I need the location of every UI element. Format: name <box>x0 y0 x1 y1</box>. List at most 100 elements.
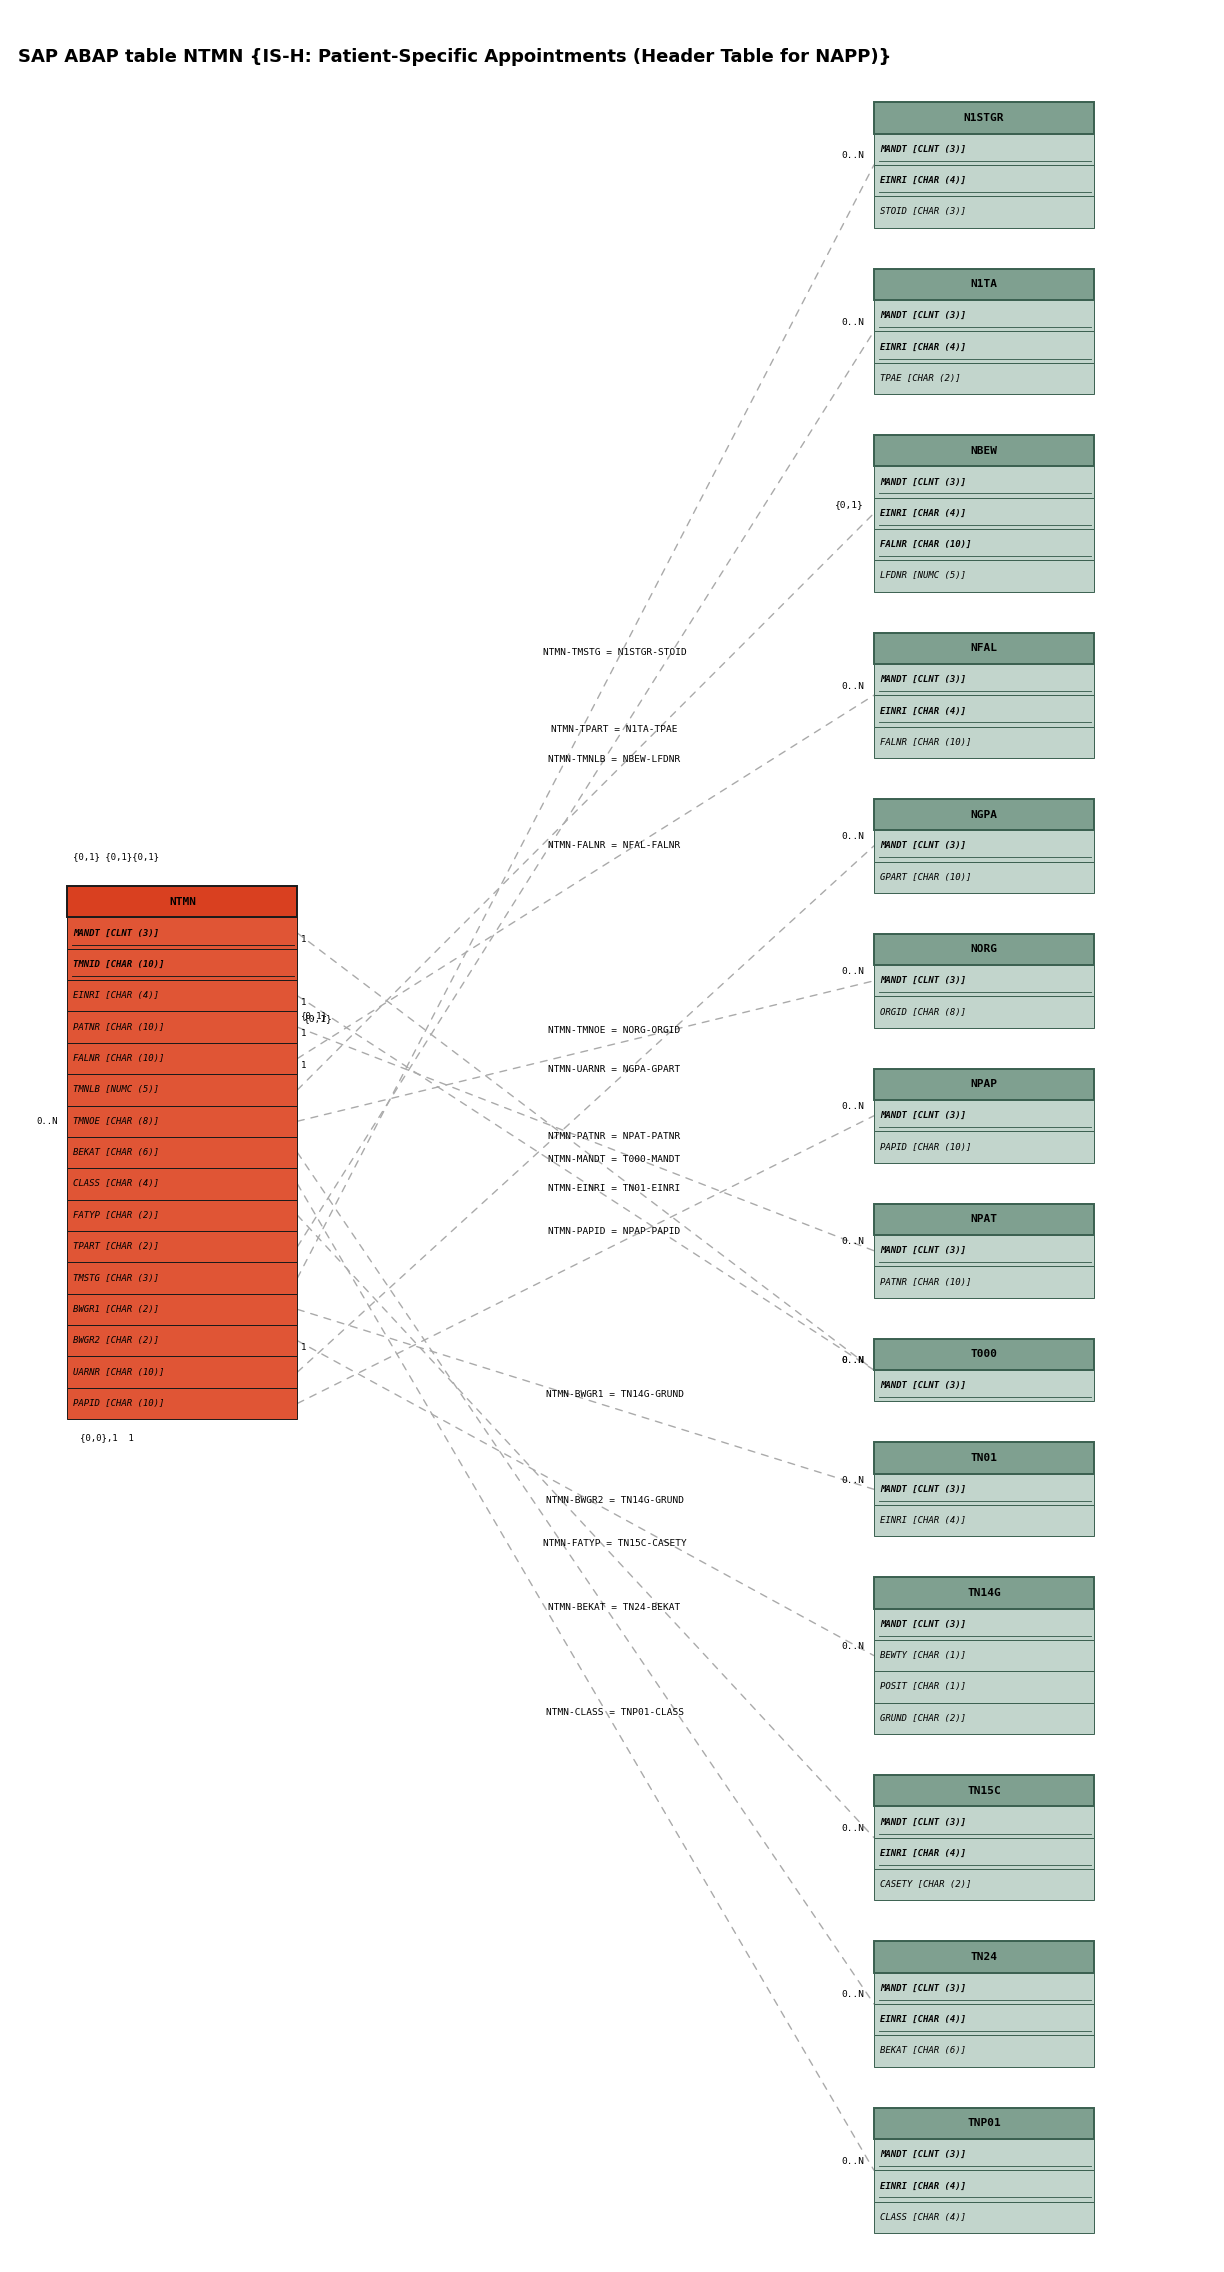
Bar <box>874 561 1094 591</box>
Text: {0,1}: {0,1} <box>836 500 864 509</box>
Bar <box>874 1131 1094 1163</box>
Text: NTMN-MANDT = T000-MANDT: NTMN-MANDT = T000-MANDT <box>548 1156 681 1163</box>
Bar <box>874 997 1094 1027</box>
Text: N1TA: N1TA <box>971 279 998 289</box>
Text: 0..N: 0..N <box>841 968 864 977</box>
Text: PAPID [CHAR (10)]: PAPID [CHAR (10)] <box>73 1400 165 1409</box>
Text: TMSTG [CHAR (3)]: TMSTG [CHAR (3)] <box>73 1275 159 1281</box>
Bar <box>874 1100 1094 1131</box>
Bar <box>874 2138 1094 2170</box>
Bar <box>874 663 1094 695</box>
Bar <box>874 632 1094 663</box>
Text: NTMN-BWGR2 = TN14G-GRUND: NTMN-BWGR2 = TN14G-GRUND <box>546 1495 683 1504</box>
Bar <box>874 1068 1094 1100</box>
Text: NTMN-BWGR1 = TN14G-GRUND: NTMN-BWGR1 = TN14G-GRUND <box>546 1390 683 1400</box>
Text: 0..N: 0..N <box>841 1356 864 1365</box>
Text: NGPA: NGPA <box>971 809 998 820</box>
Text: POSIT [CHAR (1)]: POSIT [CHAR (1)] <box>880 1684 966 1690</box>
Text: EINRI [CHAR (4)]: EINRI [CHAR (4)] <box>880 343 966 352</box>
Text: FALNR [CHAR (10)]: FALNR [CHAR (10)] <box>880 541 972 550</box>
Text: MANDT [CLNT (3)]: MANDT [CLNT (3)] <box>880 675 966 684</box>
Bar <box>67 1200 297 1231</box>
Text: 0..N: 0..N <box>841 1102 864 1111</box>
Text: MANDT [CLNT (3)]: MANDT [CLNT (3)] <box>880 2149 966 2158</box>
Text: TN24: TN24 <box>971 1952 998 1963</box>
Bar <box>67 1388 297 1420</box>
Bar <box>874 268 1094 300</box>
Bar <box>874 934 1094 966</box>
Text: PAPID [CHAR (10)]: PAPID [CHAR (10)] <box>880 1143 972 1152</box>
Bar <box>874 1940 1094 1972</box>
Bar <box>874 2004 1094 2036</box>
Text: STOID [CHAR (3)]: STOID [CHAR (3)] <box>880 207 966 216</box>
Text: CLASS [CHAR (4)]: CLASS [CHAR (4)] <box>880 2213 966 2222</box>
Text: NTMN: NTMN <box>169 897 196 907</box>
Bar <box>874 1266 1094 1297</box>
Text: NTMN-TMSTG = N1STGR-STOID: NTMN-TMSTG = N1STGR-STOID <box>542 648 687 657</box>
Bar <box>874 800 1094 829</box>
Text: NTMN-PAPID = NPAP-PAPID: NTMN-PAPID = NPAP-PAPID <box>548 1227 681 1236</box>
Text: UARNR [CHAR (10)]: UARNR [CHAR (10)] <box>73 1368 165 1377</box>
Text: BWGR1 [CHAR (2)]: BWGR1 [CHAR (2)] <box>73 1304 159 1313</box>
Text: MANDT [CLNT (3)]: MANDT [CLNT (3)] <box>880 1983 966 1993</box>
Text: 1: 1 <box>301 997 306 1006</box>
Text: 1: 1 <box>301 1343 306 1352</box>
Text: N1STGR: N1STGR <box>963 114 1005 123</box>
Bar <box>67 1168 297 1200</box>
Bar <box>874 1504 1094 1536</box>
Text: BEKAT [CHAR (6)]: BEKAT [CHAR (6)] <box>880 2047 966 2056</box>
Text: NTMN-TMNOE = NORG-ORGID: NTMN-TMNOE = NORG-ORGID <box>548 1027 681 1036</box>
Bar <box>67 1325 297 1356</box>
Bar <box>874 1609 1094 1640</box>
Bar <box>67 1106 297 1136</box>
Text: FATYP [CHAR (2)]: FATYP [CHAR (2)] <box>73 1211 159 1220</box>
Text: MANDT [CLNT (3)]: MANDT [CLNT (3)] <box>880 1818 966 1827</box>
Bar <box>874 1236 1094 1266</box>
Bar <box>874 695 1094 727</box>
Text: TPAE [CHAR (2)]: TPAE [CHAR (2)] <box>880 375 961 382</box>
Bar <box>874 2036 1094 2068</box>
Text: MANDT [CLNT (3)]: MANDT [CLNT (3)] <box>880 841 966 850</box>
Text: {0,0},1  1: {0,0},1 1 <box>80 1434 133 1443</box>
Bar <box>874 861 1094 893</box>
Text: 0..N: 0..N <box>841 1643 864 1652</box>
Bar <box>874 1870 1094 1899</box>
Text: NTMN-BEKAT = TN24-BEKAT: NTMN-BEKAT = TN24-BEKAT <box>548 1602 681 1611</box>
Text: NTMN-FATYP = TN15C-CASETY: NTMN-FATYP = TN15C-CASETY <box>542 1540 687 1550</box>
Text: EINRI [CHAR (4)]: EINRI [CHAR (4)] <box>880 1849 966 1858</box>
Text: TPART [CHAR (2)]: TPART [CHAR (2)] <box>73 1243 159 1252</box>
Text: MANDT [CLNT (3)]: MANDT [CLNT (3)] <box>880 477 966 486</box>
Text: {0,1} {0,1}{0,1}: {0,1} {0,1}{0,1} <box>73 852 159 861</box>
Bar <box>874 195 1094 227</box>
Text: SAP ABAP table NTMN {IS-H: Patient-Specific Appointments (Header Table for NAPP): SAP ABAP table NTMN {IS-H: Patient-Speci… <box>18 48 892 66</box>
Bar <box>874 134 1094 166</box>
Text: GPART [CHAR (10)]: GPART [CHAR (10)] <box>880 872 972 882</box>
Bar <box>67 1011 297 1043</box>
Bar <box>874 300 1094 332</box>
Text: EINRI [CHAR (4)]: EINRI [CHAR (4)] <box>880 2015 966 2024</box>
Bar <box>874 498 1094 529</box>
Text: EINRI [CHAR (4)]: EINRI [CHAR (4)] <box>880 509 966 518</box>
Bar <box>67 1263 297 1293</box>
Text: {0,1}: {0,1} <box>304 1013 332 1022</box>
Text: BWGR2 [CHAR (2)]: BWGR2 [CHAR (2)] <box>73 1336 159 1345</box>
Text: NTMN-TPART = N1TA-TPAE: NTMN-TPART = N1TA-TPAE <box>551 725 678 734</box>
Text: NTMN-CLASS = TNP01-CLASS: NTMN-CLASS = TNP01-CLASS <box>546 1709 683 1718</box>
Bar <box>874 102 1094 134</box>
Text: EINRI [CHAR (4)]: EINRI [CHAR (4)] <box>880 177 966 184</box>
Text: TMNOE [CHAR (8)]: TMNOE [CHAR (8)] <box>73 1118 159 1125</box>
Text: 0..N: 0..N <box>841 152 864 161</box>
Bar <box>874 1338 1094 1370</box>
Text: MANDT [CLNT (3)]: MANDT [CLNT (3)] <box>880 977 966 986</box>
Text: BEKAT [CHAR (6)]: BEKAT [CHAR (6)] <box>73 1147 159 1156</box>
Text: CASETY [CHAR (2)]: CASETY [CHAR (2)] <box>880 1881 972 1888</box>
Text: EINRI [CHAR (4)]: EINRI [CHAR (4)] <box>73 991 159 1000</box>
Text: EINRI [CHAR (4)]: EINRI [CHAR (4)] <box>880 2181 966 2190</box>
Text: TMNID [CHAR (10)]: TMNID [CHAR (10)] <box>73 961 165 968</box>
Bar <box>874 2170 1094 2202</box>
Text: 1: 1 <box>301 1029 306 1038</box>
Text: 0..N: 0..N <box>841 2156 864 2165</box>
Text: 1: 1 <box>301 936 306 945</box>
Text: 0..N: 0..N <box>841 1356 864 1365</box>
Bar <box>874 1443 1094 1475</box>
